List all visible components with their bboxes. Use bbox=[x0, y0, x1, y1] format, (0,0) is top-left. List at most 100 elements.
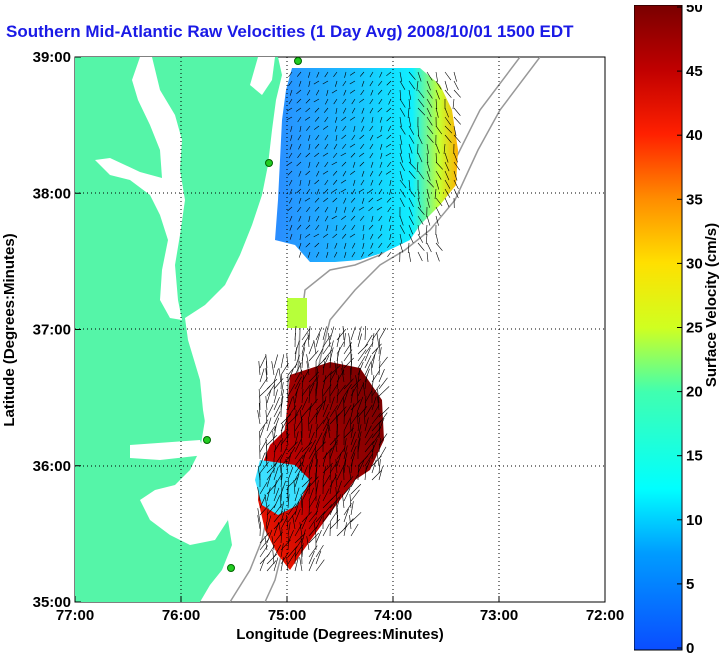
velocity-vector bbox=[294, 447, 304, 460]
velocity-vector bbox=[444, 116, 452, 126]
velocity-vector bbox=[378, 433, 388, 446]
velocity-vector bbox=[343, 522, 347, 537]
velocity-vector bbox=[335, 487, 338, 502]
velocity-vector bbox=[280, 557, 284, 572]
velocity-vector bbox=[340, 152, 347, 157]
velocity-vector bbox=[286, 107, 293, 112]
velocity-vector bbox=[331, 188, 338, 193]
velocity-vector bbox=[322, 371, 333, 383]
velocity-vector bbox=[344, 242, 347, 249]
velocity-vector bbox=[266, 483, 277, 495]
velocity-vector bbox=[350, 215, 356, 221]
velocity-vector bbox=[301, 446, 310, 460]
velocity-vector bbox=[350, 438, 357, 453]
velocity-vector bbox=[308, 326, 311, 341]
velocity-vector bbox=[259, 386, 271, 397]
velocity-vector bbox=[357, 355, 366, 369]
velocity-vector bbox=[287, 405, 297, 418]
velocity-vector bbox=[324, 107, 329, 113]
velocity-vector bbox=[287, 510, 297, 523]
grid-lines bbox=[75, 57, 605, 602]
velocity-vector bbox=[453, 161, 460, 171]
velocity-vector bbox=[376, 333, 380, 348]
velocity-vector bbox=[435, 206, 441, 217]
velocity-vector bbox=[279, 459, 282, 474]
velocity-vector bbox=[379, 116, 383, 123]
velocity-vector bbox=[333, 251, 338, 258]
velocity-vector bbox=[294, 508, 301, 523]
velocity-vector bbox=[378, 347, 382, 362]
velocity-vector bbox=[378, 369, 385, 383]
velocity-vector bbox=[289, 89, 293, 96]
velocity-vector bbox=[343, 503, 352, 516]
velocity-vector bbox=[360, 179, 365, 186]
velocity-vector bbox=[361, 197, 365, 204]
velocity-vector bbox=[308, 495, 317, 509]
velocity-vector bbox=[343, 89, 347, 96]
velocity-vector bbox=[380, 143, 383, 150]
velocity-vector bbox=[399, 197, 405, 208]
velocity-vector bbox=[288, 80, 293, 87]
velocity-vector bbox=[265, 368, 268, 383]
velocity-vector bbox=[273, 404, 281, 418]
velocity-vector bbox=[322, 447, 333, 460]
velocity-vector bbox=[266, 508, 269, 523]
velocity-vector bbox=[377, 233, 383, 239]
velocity-vector bbox=[266, 560, 277, 572]
velocity-vector bbox=[435, 161, 443, 170]
velocity-vector bbox=[349, 71, 356, 76]
velocity-vector bbox=[301, 340, 306, 355]
velocity-vector bbox=[322, 349, 333, 362]
velocity-vector bbox=[301, 529, 306, 544]
velocity-vector bbox=[369, 170, 374, 177]
velocity-vector bbox=[378, 179, 383, 186]
velocity-vector bbox=[399, 143, 403, 154]
colorbar-tick-label: 0 bbox=[686, 640, 694, 655]
velocity-vector bbox=[294, 410, 297, 425]
velocity-vector bbox=[357, 333, 363, 348]
velocity-vector bbox=[343, 445, 348, 460]
velocity-vector bbox=[273, 411, 281, 425]
velocity-vector bbox=[287, 396, 293, 411]
velocity-vector bbox=[315, 134, 320, 141]
velocity-vector bbox=[258, 403, 261, 418]
velocity-vector bbox=[294, 557, 299, 572]
velocity-vector bbox=[336, 515, 339, 530]
velocity-vector bbox=[371, 384, 381, 397]
velocity-vector bbox=[399, 134, 403, 145]
velocity-vector bbox=[308, 161, 311, 168]
velocity-vector bbox=[426, 116, 433, 126]
velocity-vector bbox=[273, 510, 284, 523]
velocity-vector bbox=[378, 80, 383, 86]
velocity-vector bbox=[280, 354, 285, 369]
velocity-vector bbox=[435, 80, 442, 90]
velocity-vector bbox=[361, 251, 365, 258]
velocity-vector bbox=[329, 365, 341, 376]
velocity-vector bbox=[324, 134, 329, 141]
velocity-vector bbox=[380, 224, 383, 231]
velocity-vector bbox=[266, 426, 275, 439]
velocity-vector bbox=[280, 473, 283, 488]
velocity-vector bbox=[408, 188, 416, 198]
velocity-vector bbox=[369, 98, 374, 105]
velocity-vector bbox=[308, 417, 310, 432]
colorbar-gradient bbox=[634, 5, 683, 651]
velocity-vector bbox=[368, 197, 374, 203]
velocity-vector bbox=[314, 116, 320, 122]
colorbar-tick-label: 40 bbox=[686, 127, 703, 144]
velocity-vector bbox=[350, 452, 356, 467]
velocity-vector bbox=[453, 152, 458, 163]
velocity-vector bbox=[273, 487, 280, 502]
velocity-vector bbox=[359, 152, 365, 157]
velocity-vector bbox=[306, 89, 311, 96]
velocity-vector bbox=[371, 412, 381, 425]
velocity-vector bbox=[315, 368, 319, 383]
velocity-vector bbox=[294, 418, 303, 432]
velocity-vector bbox=[306, 536, 310, 551]
velocity-vector bbox=[356, 389, 359, 404]
velocity-vector bbox=[301, 406, 312, 418]
velocity-vector bbox=[287, 552, 296, 565]
velocity-vector bbox=[322, 152, 329, 157]
velocity-vector bbox=[308, 134, 311, 141]
velocity-vector bbox=[329, 510, 339, 523]
